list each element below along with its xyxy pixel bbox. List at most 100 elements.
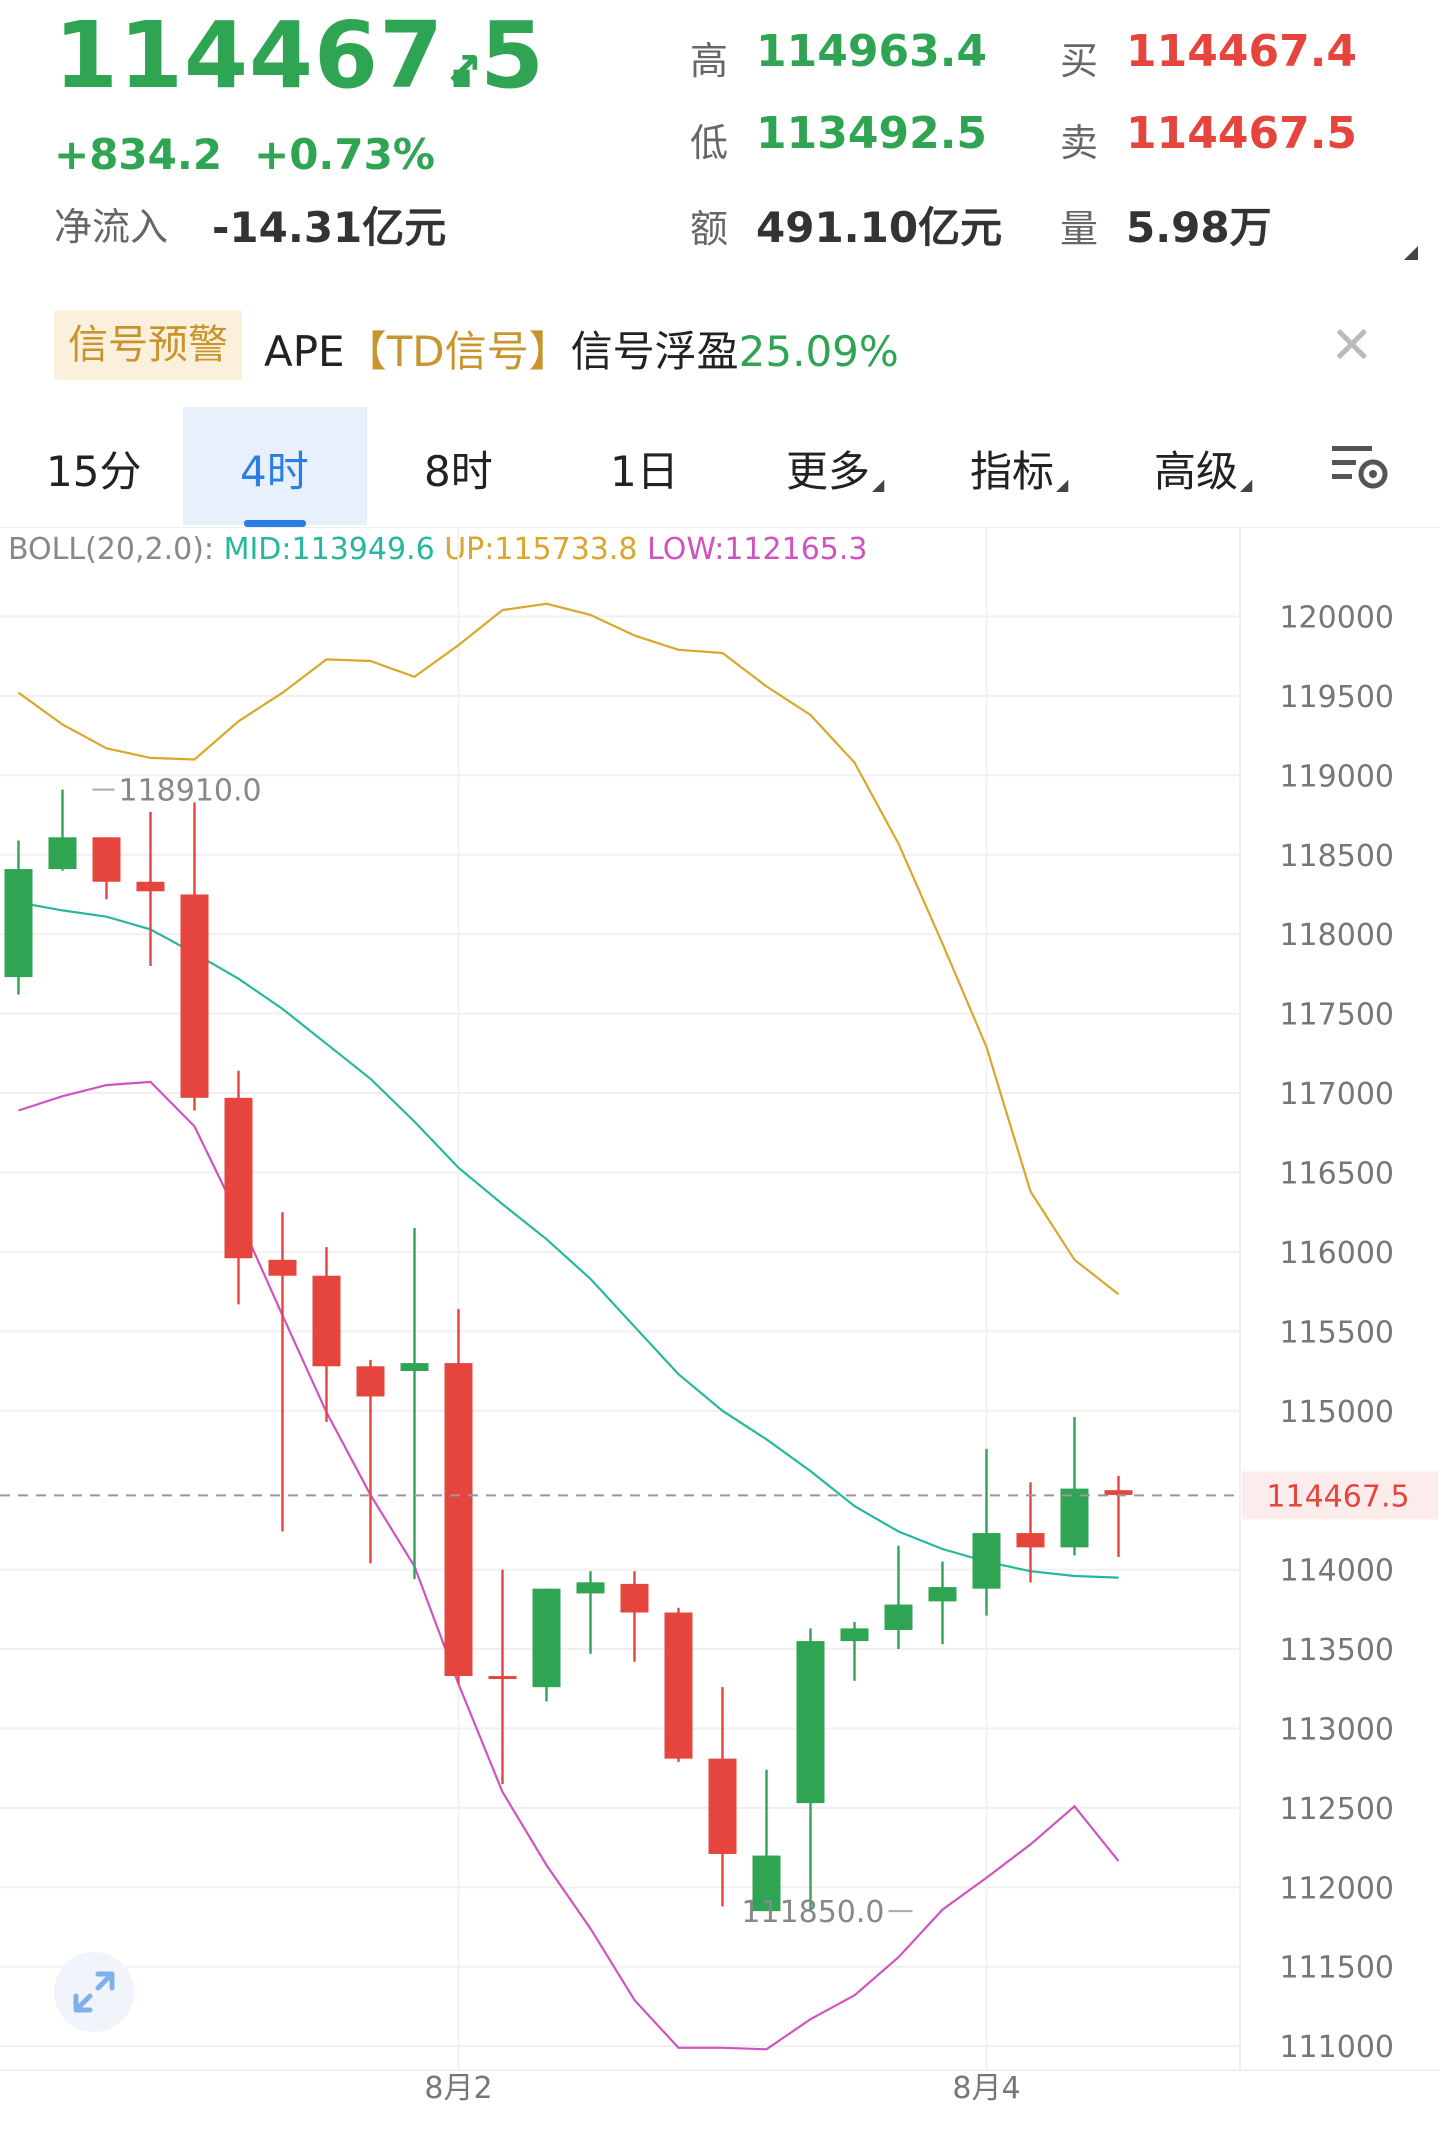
candle-down bbox=[224, 1097, 253, 1259]
candle-down bbox=[92, 837, 121, 882]
high-marker-label: 118910.0 bbox=[119, 774, 262, 809]
y-tick-label: 118000 bbox=[1279, 918, 1394, 953]
tab-advanced[interactable]: 高级 ◢ bbox=[1154, 438, 1252, 499]
low-label: 低 bbox=[690, 121, 729, 165]
tab-1d[interactable]: 1日 bbox=[610, 447, 679, 496]
y-tick-label: 111000 bbox=[1279, 2030, 1394, 2065]
close-icon[interactable]: ✕ bbox=[1330, 316, 1374, 376]
current-price-box bbox=[1242, 1471, 1438, 1520]
volume-value: 5.98万 bbox=[1126, 203, 1272, 252]
boll-upper-line bbox=[17, 602, 1120, 1296]
candle-up bbox=[4, 869, 33, 978]
dropdown-triangle-icon: ◢ bbox=[1056, 475, 1069, 494]
trend-up-arrow-icon: ↗ bbox=[444, 42, 483, 96]
y-tick-label: 111500 bbox=[1279, 1951, 1394, 1986]
tab-15min[interactable]: 15分 bbox=[46, 447, 142, 496]
candle-down bbox=[620, 1583, 649, 1613]
candle-down bbox=[356, 1366, 385, 1397]
ask-label: 卖 bbox=[1060, 121, 1099, 165]
tab-active-indicator bbox=[244, 520, 306, 527]
current-price-label: 114467.5 bbox=[1266, 1479, 1409, 1514]
candle-down bbox=[444, 1363, 473, 1677]
high-value: 114963.4 bbox=[756, 26, 988, 77]
y-tick-label: 116500 bbox=[1279, 1156, 1394, 1191]
y-tick-label: 114000 bbox=[1279, 1554, 1394, 1589]
low-marker-label: 111850.0 bbox=[741, 1895, 884, 1930]
y-tick-label: 112500 bbox=[1279, 1792, 1394, 1827]
y-tick-label: 117000 bbox=[1279, 1077, 1394, 1112]
y-tick-label: 119000 bbox=[1279, 759, 1394, 794]
candle-up bbox=[972, 1533, 1001, 1589]
y-tick-label: 118500 bbox=[1279, 839, 1394, 874]
candle-up bbox=[532, 1588, 561, 1688]
dropdown-triangle-icon: ◢ bbox=[1240, 475, 1253, 494]
candle-down bbox=[708, 1758, 737, 1854]
boll-lower-line bbox=[18, 1080, 1120, 2051]
price-change: +834.2 bbox=[54, 130, 223, 179]
candle-up bbox=[752, 1855, 781, 1912]
signal-symbol: APE bbox=[264, 327, 345, 376]
candle-up bbox=[928, 1587, 957, 1602]
y-tick-label: 116000 bbox=[1279, 1236, 1394, 1271]
signal-bracket-close: 】 bbox=[528, 327, 571, 376]
candle-up bbox=[884, 1604, 913, 1630]
price-change-percent: +0.73% bbox=[254, 130, 435, 179]
tabs-divider bbox=[0, 527, 1440, 528]
y-tick-label: 119500 bbox=[1279, 680, 1394, 715]
signal-float-value: 25.09% bbox=[738, 327, 899, 376]
candle-down bbox=[664, 1612, 693, 1759]
high-label: 高 bbox=[690, 39, 729, 83]
candle-down bbox=[180, 894, 209, 1098]
tab-4h[interactable]: 4时 bbox=[240, 447, 309, 496]
signal-alert-badge[interactable]: 信号预警 bbox=[54, 310, 242, 380]
net-inflow-label: 净流入 bbox=[54, 205, 169, 249]
volume-label: 量 bbox=[1060, 207, 1099, 251]
amount-label: 额 bbox=[690, 207, 729, 251]
expand-button[interactable] bbox=[54, 1952, 134, 2032]
x-tick-label: 8月2 bbox=[424, 2071, 492, 2106]
candle-down bbox=[312, 1275, 341, 1367]
boll-lower: LOW:112165.3 bbox=[647, 532, 868, 567]
candle-up bbox=[796, 1641, 825, 1804]
tab-more-label: 更多 bbox=[786, 447, 871, 496]
tab-indicators-label: 指标 bbox=[970, 447, 1055, 496]
tab-more[interactable]: 更多 ◢ bbox=[786, 438, 884, 499]
signal-bracket-open: 【 bbox=[344, 327, 387, 376]
tab-selected-background bbox=[183, 407, 367, 525]
chart-settings-icon[interactable] bbox=[1330, 440, 1392, 494]
bid-label: 买 bbox=[1060, 39, 1099, 83]
y-tick-label: 115500 bbox=[1279, 1315, 1394, 1350]
candle-up bbox=[576, 1582, 605, 1594]
candle-down bbox=[1104, 1490, 1133, 1495]
candle-down bbox=[268, 1259, 297, 1276]
bid-value: 114467.4 bbox=[1126, 26, 1358, 77]
boll-mid: MID:113949.6 bbox=[223, 532, 435, 567]
tab-8h[interactable]: 8时 bbox=[424, 447, 493, 496]
signal-float-label: 信号浮盈 bbox=[570, 327, 739, 376]
tab-indicators[interactable]: 指标 ◢ bbox=[970, 438, 1068, 499]
y-tick-label: 112000 bbox=[1279, 1871, 1394, 1906]
expand-corner-icon[interactable] bbox=[1404, 246, 1418, 260]
boll-upper: UP:115733.8 bbox=[444, 532, 638, 567]
y-tick-label: 115000 bbox=[1279, 1395, 1394, 1430]
candle-up bbox=[1060, 1488, 1089, 1548]
signal-tag: TD信号 bbox=[386, 327, 529, 376]
candle-down bbox=[1016, 1533, 1045, 1548]
x-tick-label: 8月4 bbox=[952, 2071, 1020, 2106]
candle-up bbox=[400, 1363, 429, 1372]
amount-value: 491.10亿元 bbox=[756, 203, 1003, 252]
y-tick-label: 117500 bbox=[1279, 998, 1394, 1033]
signal-message[interactable]: APE【TD信号】信号浮盈25.09% bbox=[264, 318, 899, 379]
candle-up bbox=[48, 837, 77, 870]
expand-icon bbox=[73, 1971, 115, 2013]
last-price: 114467.5 bbox=[54, 2, 546, 109]
candle-up bbox=[840, 1628, 869, 1642]
low-value: 113492.5 bbox=[756, 108, 988, 159]
dropdown-triangle-icon: ◢ bbox=[872, 475, 885, 494]
y-tick-label: 113000 bbox=[1279, 1712, 1394, 1747]
ask-value: 114467.5 bbox=[1126, 108, 1358, 159]
candle-down bbox=[136, 881, 165, 892]
y-tick-label: 120000 bbox=[1279, 600, 1394, 635]
y-tick-label: 113500 bbox=[1279, 1633, 1394, 1668]
